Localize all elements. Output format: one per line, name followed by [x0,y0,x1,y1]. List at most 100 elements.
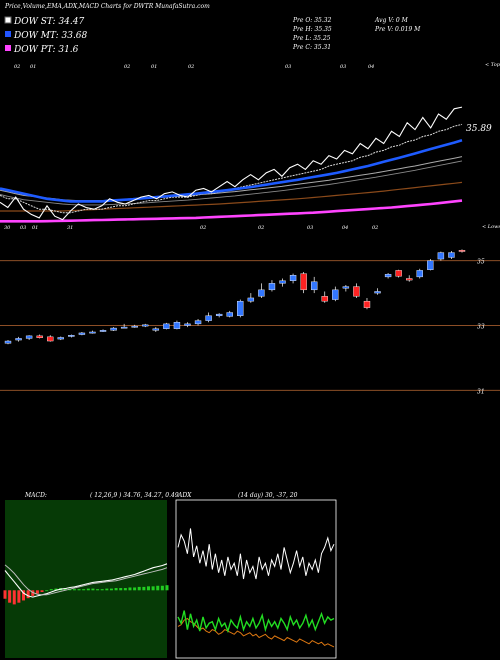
candle-body [89,331,96,334]
axis-bottom-label: < Lows [482,224,500,230]
macd-histogram-bar [96,589,100,591]
candle-body [215,313,223,316]
macd-histogram-bar [77,589,81,591]
macd-histogram-bar [31,590,35,596]
candle-body [342,286,350,289]
macd-histogram-bar [22,590,26,601]
y-tick-label: 33 [477,323,485,330]
candle-body [406,278,413,281]
candle-body [78,332,86,335]
axis-top-label: < Tops [485,62,500,68]
adx-header: ADX [177,492,192,499]
candle-body [226,312,233,317]
candle-body [353,286,360,297]
top-date-label: 02 [188,64,194,70]
bottom-date-label: 03 [307,225,313,231]
candle-body [205,315,212,321]
macd-signal-line [4,564,168,596]
macd-histogram-bar [119,588,123,591]
stat-close: Pre C: 35.31 [292,44,331,51]
candle-body [131,325,138,328]
candle-body [310,281,318,291]
macd-histogram-bar [45,590,49,592]
candle-body [448,252,455,258]
adx-adx-line [177,528,335,580]
macd-histogram-bar [123,588,127,591]
macd-histogram-bar [54,588,58,591]
macd-histogram-bar [86,588,90,591]
macd-header: MACD: [24,492,47,499]
macd-histogram-bar [142,586,146,591]
candle-body [68,335,75,337]
bottom-date-label: 02 [200,225,206,231]
candle-body [247,297,255,302]
candle-body [332,289,339,300]
top-date-label: 01 [151,64,157,70]
macd-histogram-bar [109,588,113,591]
candle-body [15,338,22,341]
candle-body [36,335,43,338]
macd-histogram-bar [91,588,95,591]
series-ema-short [0,123,463,214]
macd-macd-line [4,563,168,598]
stat-high: Pre H: 35.35 [292,26,332,33]
macd-histogram-bar [160,585,164,591]
legend-pt: DOW PT: 31.6 [13,45,79,55]
candle-body [374,291,381,294]
candle-body [120,326,128,329]
series-ema-pink [0,199,463,223]
chart-title: Price,Volume,EMA,ADX,MACD Charts for DWT… [4,3,210,10]
top-date-label: 02 [124,64,130,70]
candle-body [437,252,445,260]
series-price [0,106,463,221]
candle-body [268,283,276,291]
bottom-date-label: 02 [372,225,378,231]
macd-histogram-bar [114,588,118,591]
candle-body [258,289,265,297]
candle-body [289,275,297,281]
top-date-label: 01 [30,64,36,70]
bottom-date-label: 04 [342,225,348,231]
candle-body [321,296,328,302]
legend-swatch-pt [5,45,11,51]
macd-histogram-bar [72,589,76,591]
macd-histogram-bar [35,590,39,594]
top-date-label: 03 [285,64,291,70]
adx-params: (14 day) 30, -37, 20 [238,492,298,499]
bottom-date-label: 03 [20,225,26,231]
adx-di-minus [177,617,335,648]
macd-histogram-bar [63,588,67,591]
bottom-date-label: 30 [4,225,11,231]
legend-mt: DOW MT: 33.68 [13,31,88,41]
macd-histogram-bar [49,589,53,591]
candle-body [142,324,149,327]
stat-open: Pre O: 35.32 [292,17,332,24]
candle-body [194,320,202,325]
macd-histogram-bar [133,587,137,591]
candle-body [173,322,181,329]
macd-histogram-bar [105,588,109,591]
candle-body [395,270,402,277]
candle-body [99,330,107,332]
candle-body [384,274,392,278]
macd-histogram-bar [3,590,7,599]
adx-panel [175,499,337,659]
legend-st: DOW ST: 34.47 [13,17,84,27]
macd-histogram-bar [146,586,150,591]
bottom-date-label: 31 [67,225,73,231]
macd-histogram-bar [12,590,16,605]
bottom-date-label: 02 [258,225,264,231]
macd-histogram-bar [165,585,169,591]
candle-body [363,300,371,308]
candle-body [25,335,33,339]
stat-avg-volume: Avg V: 0 M [374,17,409,24]
macd-params: ( 12,26,9 ) 34.76, 34.27, 0.49 [90,492,179,499]
macd-panel [3,500,169,658]
legend: DOW ST: 34.47 DOW MT: 33.68 DOW PT: 31.6 [4,16,88,55]
candle-body [4,340,12,344]
y-tick-label: 35 [477,259,485,266]
candle-body [416,270,423,278]
candle-body [237,300,244,316]
candle-body [458,250,466,252]
